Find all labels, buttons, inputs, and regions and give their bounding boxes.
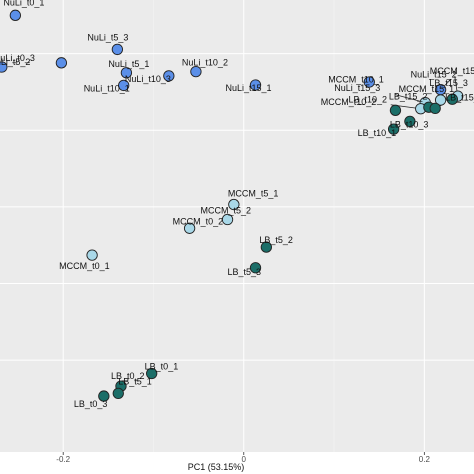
label-lb-t5-1: LB_t5_1 bbox=[118, 376, 152, 386]
label-nuli-t5-2: NuLi_t5_2 bbox=[0, 57, 30, 67]
label-lb-t0-2: LB_t0_2 bbox=[111, 371, 145, 381]
point-lb-t15-1 bbox=[429, 102, 441, 115]
x-tick-label: 0 bbox=[242, 455, 247, 464]
point-lb-t0-1 bbox=[146, 367, 158, 380]
point-mccm-t0-1 bbox=[86, 249, 98, 261]
label-nuli-t5-3: NuLi_t5_3 bbox=[87, 32, 128, 42]
point-lb-t5-3 bbox=[249, 262, 262, 274]
label-mccm-t5-1: MCCM_t5_1 bbox=[228, 189, 279, 199]
x-tick-label: 0.2 bbox=[419, 455, 431, 464]
point-mccm-t15-1 bbox=[434, 94, 447, 106]
point-labels: NuLi_t0_1 NuLi_t0_3 NuLi_t5_3 NuLi_t5_2 NuLi… bbox=[0, 0, 474, 409]
label-lb-t5-2: LB_t5_2 bbox=[259, 235, 293, 245]
label-nuli-t0-3: NuLi_t0_3 bbox=[0, 53, 35, 63]
label-lb-t10-3: LB_t10_3 bbox=[390, 119, 429, 129]
point-lb-t15-3 bbox=[446, 93, 458, 105]
label-nuli-t0-1: NuLi_t0_1 bbox=[3, 0, 44, 7]
point-lb-t10-3 bbox=[404, 115, 416, 128]
label-lb-t15-1: LB_t15_1 bbox=[445, 92, 474, 102]
point-lb-t5-2 bbox=[260, 241, 272, 253]
label-mccm-t5-2: MCCM_t5_2 bbox=[201, 205, 252, 215]
point-nuli-t5-3 bbox=[111, 43, 124, 56]
point-lb-t10-1 bbox=[387, 123, 400, 135]
x-axis-title: PC1 (53.15%) bbox=[188, 462, 245, 472]
point-lb-t10-2 bbox=[389, 104, 402, 116]
point-nuli-t10-3 bbox=[163, 70, 175, 82]
point-nuli-t0-1 bbox=[9, 9, 21, 21]
label-nuli-t15-3: NuLi_t15_3 bbox=[334, 83, 380, 93]
point-mccm-t0-2 bbox=[183, 222, 196, 234]
label-mccm-t0-2: MCCM_t0_2 bbox=[173, 216, 224, 226]
label-nuli-t15-1: NuLi_t15_1 bbox=[226, 83, 272, 93]
label-mccm-t0-1: MCCM_t0_1 bbox=[59, 261, 110, 271]
label-nuli-t15-2: NuLi_t15_2 bbox=[411, 70, 457, 80]
label-mccm-t10-1: MCCM_t10_1 bbox=[328, 75, 384, 85]
point-lb-t5-1 bbox=[112, 387, 124, 400]
label-nuli-t10-2: NuLi_t10_2 bbox=[182, 58, 228, 68]
label-lb-t10-2: LB_t10_2 bbox=[348, 94, 387, 104]
point-mccm-t5-2 bbox=[221, 213, 234, 226]
point-nuli-t10-1 bbox=[118, 79, 130, 92]
label-nuli-t10-1: NuLi_t10_1 bbox=[84, 83, 130, 93]
label-lb-t0-3: LB_t0_3 bbox=[74, 399, 108, 409]
label-lb-t15-3: LB_t15_3 bbox=[429, 78, 468, 88]
point-nuli-t15-1 bbox=[249, 79, 262, 91]
point-mccm-t5-1 bbox=[228, 198, 240, 211]
data-points bbox=[0, 9, 464, 402]
label-lb-t15-2: LB_t15_2 bbox=[389, 91, 428, 101]
label-mccm-t10-2: MCCM_t10_2 bbox=[321, 97, 377, 107]
point-nuli-t0-3 bbox=[0, 61, 8, 73]
label-mccm-t15-2: MCCM_t15_2 bbox=[430, 66, 474, 76]
label-lb-t0-1: LB_t0_1 bbox=[145, 361, 179, 371]
label-lb-t10-1: LB_t10_1 bbox=[358, 128, 397, 138]
x-tick-label: -0.2 bbox=[56, 455, 70, 464]
point-nuli-t5-1 bbox=[120, 67, 133, 79]
label-mccm-t15-1: MCCM_t15_1 bbox=[399, 84, 455, 94]
label-nuli-t10-3: NuLi_t10_3 bbox=[125, 74, 171, 84]
point-nuli-t15-3 bbox=[363, 76, 375, 88]
x-axis-ticks: -0.2 0 0.2 bbox=[56, 452, 430, 464]
label-lb-t5-3: LB_t5_3 bbox=[228, 267, 262, 277]
point-lb-t0-3 bbox=[98, 390, 110, 402]
point-nuli-t5-2 bbox=[55, 57, 68, 69]
point-nuli-t10-2 bbox=[190, 65, 202, 78]
label-nuli-t5-1: NuLi_t5_1 bbox=[108, 59, 149, 69]
plot-panel bbox=[0, 0, 474, 452]
